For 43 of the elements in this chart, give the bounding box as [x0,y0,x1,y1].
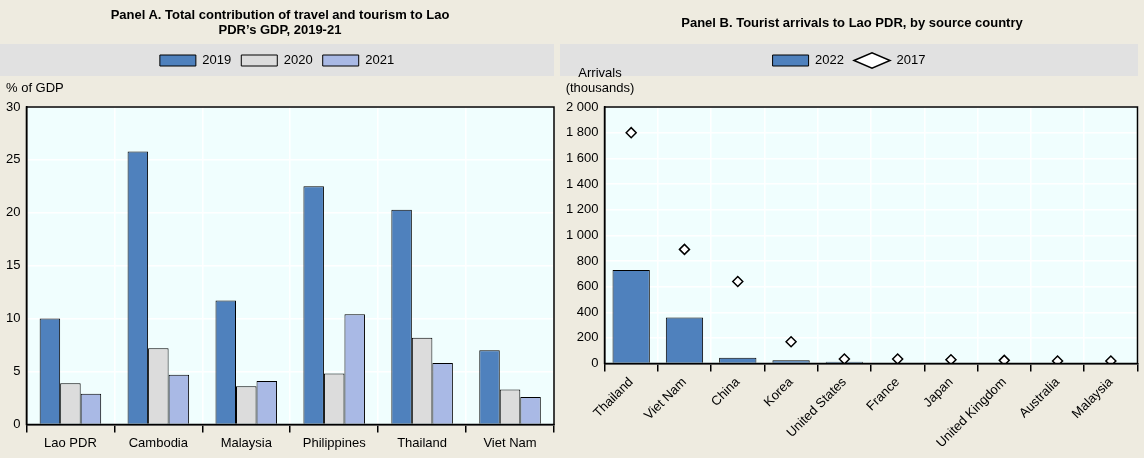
chart-title: Panel A. Total contribution of travel and tourism to Lao PDR’s GDP, 2019-21 [109,6,451,39]
legend-label: 2021 [365,52,395,68]
y-tick-label: 2 000 [565,98,599,114]
x-tick-label: Thailand [397,434,448,450]
point [1105,355,1117,364]
y-tick-label: 200 [576,329,599,345]
y-tick-label: 25 [5,151,21,167]
y-tick-label: 5 [13,363,21,379]
y-tick-label: 15 [5,257,21,273]
point [625,126,637,139]
point [891,353,904,364]
point [678,243,691,256]
y-tick-label: 400 [576,303,599,319]
y-tick-label: 1 000 [565,226,599,242]
legend-label: 2022 [815,52,844,68]
point [945,353,957,364]
y-tick-label: 600 [576,278,599,294]
chart-title: Panel B. Tourist arrivals to Lao PDR, by source country [680,13,1024,32]
point [732,275,744,288]
x-tick-label: Viet Nam [483,434,537,450]
y-axis-title: Arrivals (thousands) [564,65,636,95]
x-tick-label: Viet Nam [640,374,690,423]
point [785,336,797,348]
legend-label: 2017 [896,52,926,68]
y-tick-label: 1 400 [565,175,599,191]
legend-label: 2019 [202,52,232,68]
legend-label: 2020 [283,52,313,68]
x-tick-label: Philippines [302,434,367,450]
y-tick-label: 1 600 [565,149,599,165]
point [998,354,1011,364]
x-tick-label: Cambodia [128,434,189,450]
y-tick-label: 20 [5,204,21,220]
y-tick-label: 0 [591,355,599,371]
y-tick-label: 800 [576,252,599,268]
y-tick-label: 1 800 [565,124,599,140]
x-tick-label: Lao PDR [44,434,97,450]
y-tick-label: 10 [5,310,21,326]
x-tick-label: Malaysia [220,434,273,450]
y-axis-title: % of GDP [6,80,64,95]
y-tick-label: 30 [5,98,21,114]
point [838,353,851,364]
y-tick-label: 1 200 [565,201,599,217]
y-tick-label: 0 [13,415,21,431]
